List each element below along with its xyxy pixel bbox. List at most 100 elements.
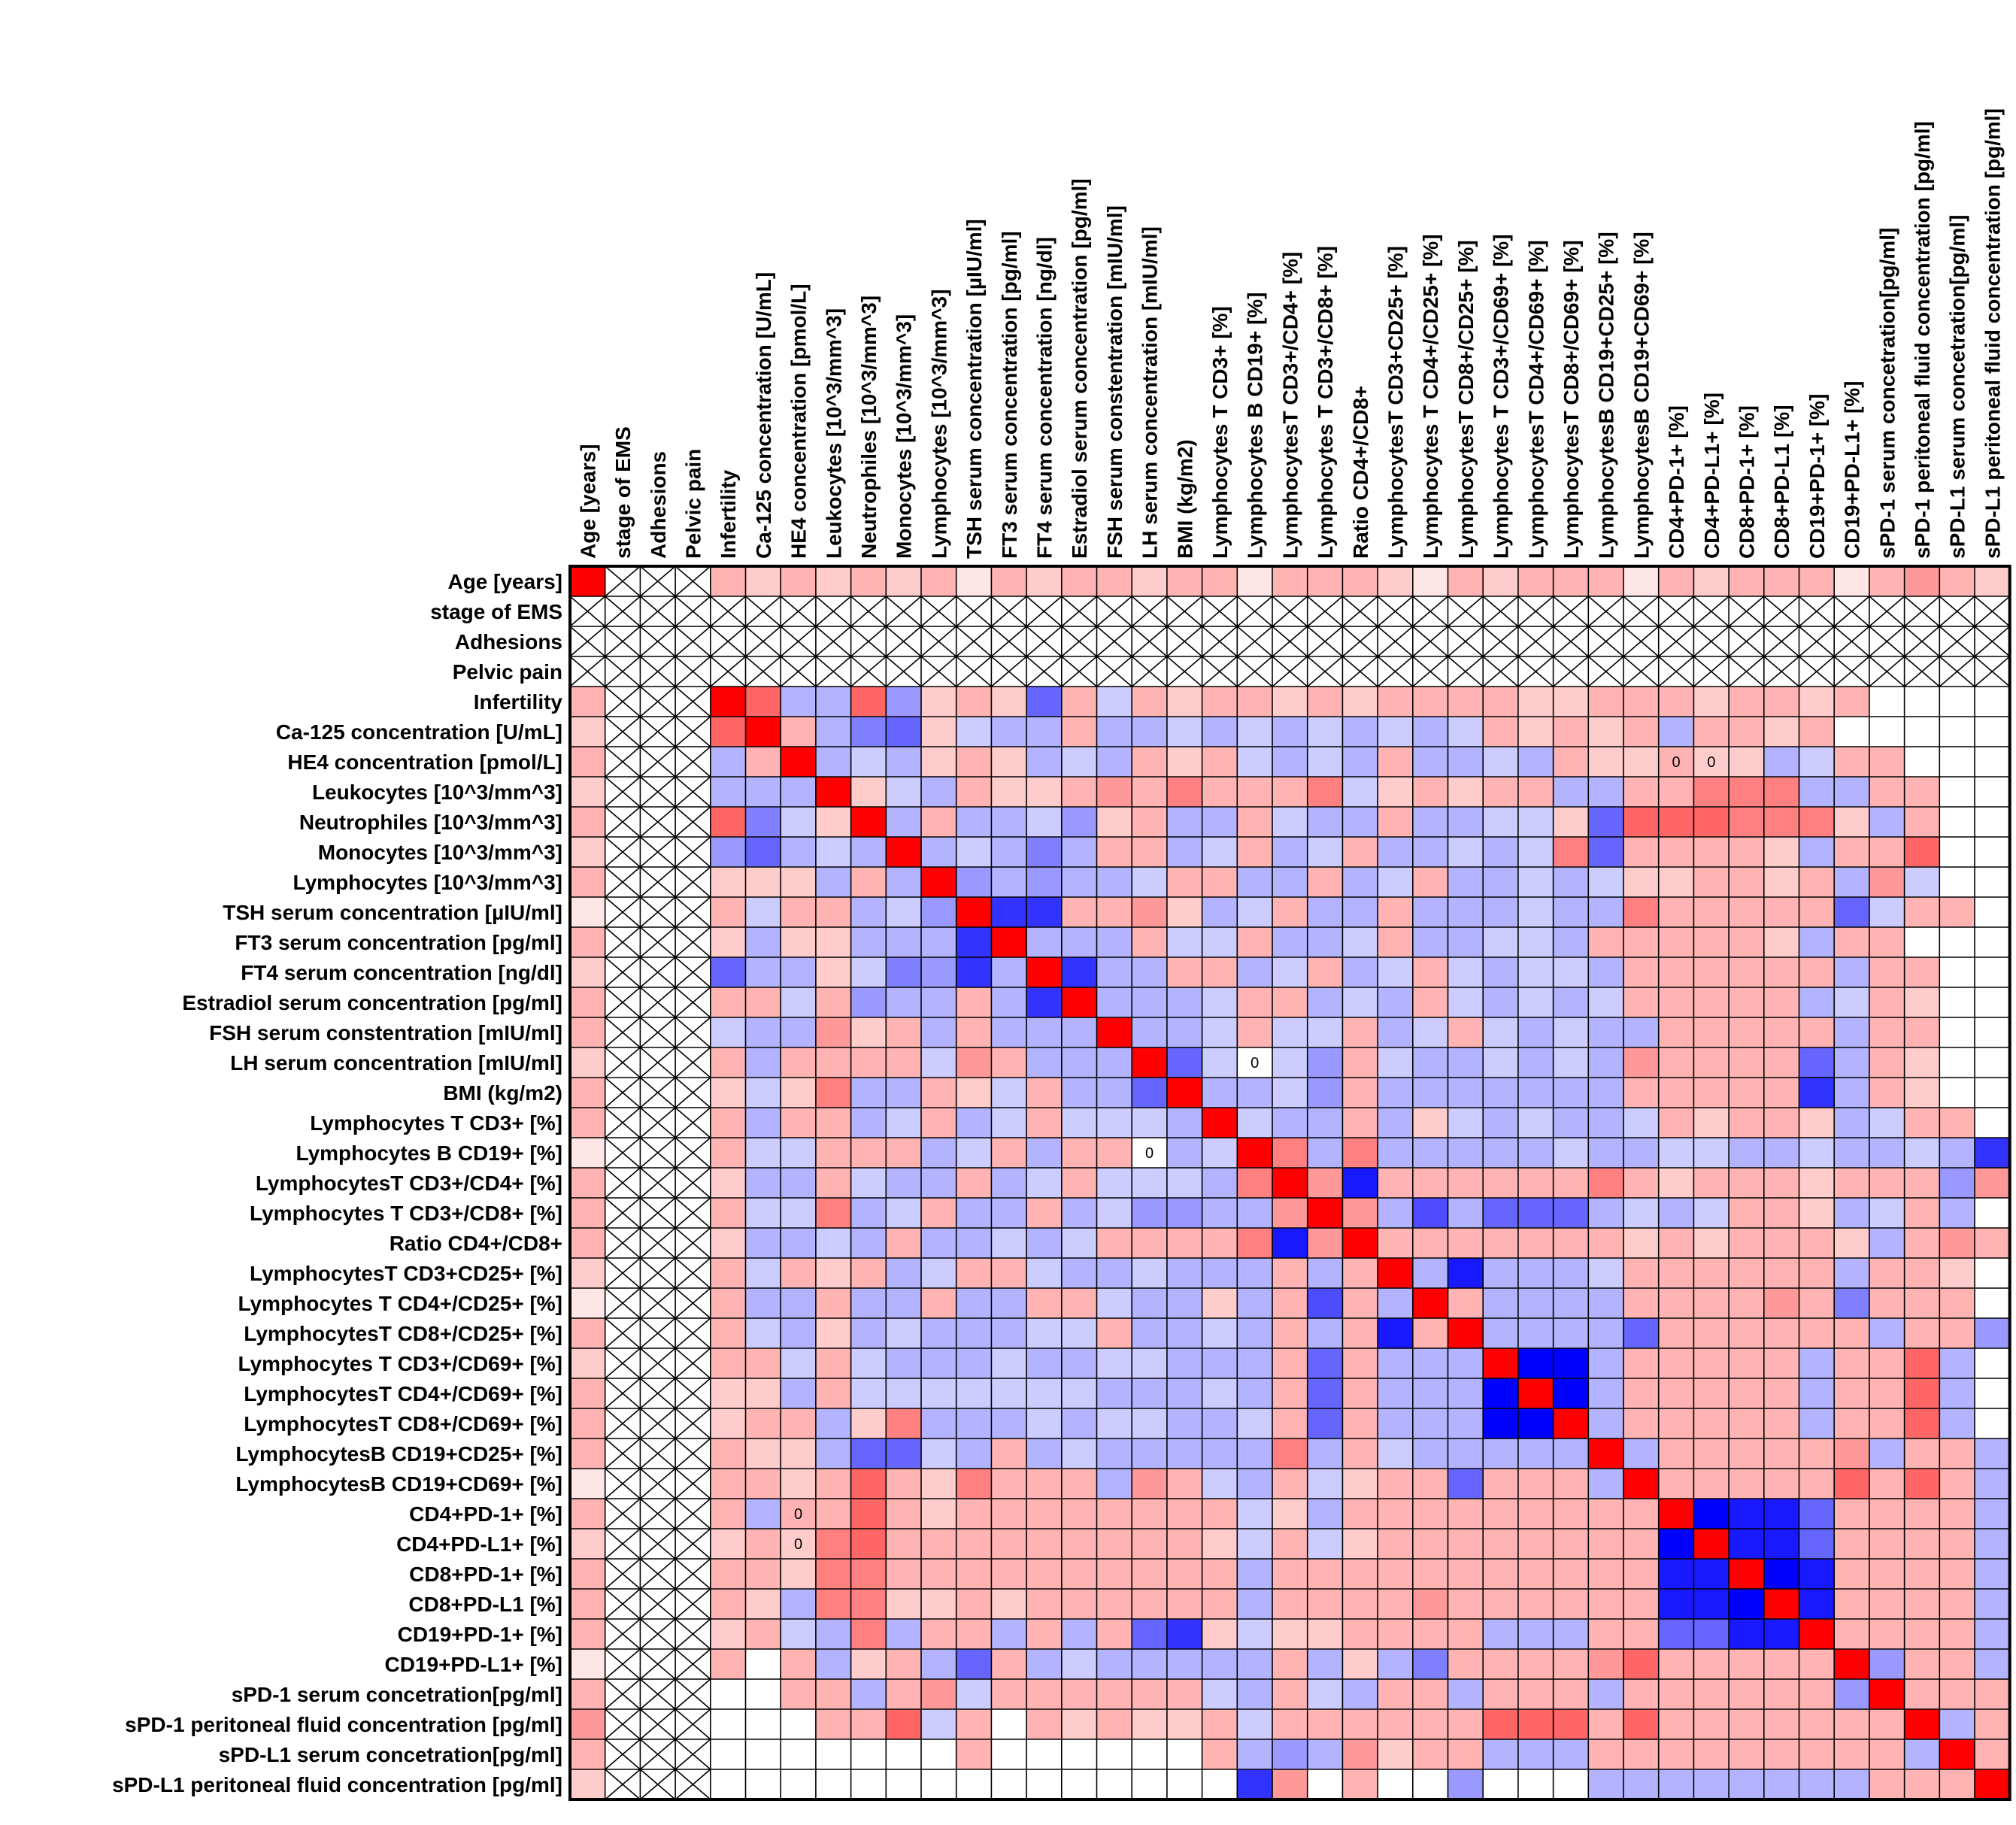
- heatmap-cell: [815, 1258, 851, 1288]
- heatmap-cell: [1202, 837, 1238, 867]
- heatmap-cell: [921, 1408, 956, 1438]
- heatmap-cell: [1342, 566, 1378, 596]
- heatmap-cell: [710, 897, 746, 927]
- heatmap-cell: [991, 1378, 1027, 1408]
- heatmap-cell: [956, 1408, 992, 1438]
- heatmap-cell: [1869, 777, 1905, 807]
- heatmap-cell: [815, 1408, 851, 1438]
- heatmap-cell: [1342, 1108, 1378, 1138]
- heatmap-cell: [1448, 1198, 1484, 1228]
- heatmap-cell: [745, 1529, 781, 1559]
- heatmap-cell: [991, 957, 1027, 987]
- heatmap-cell: [1378, 1108, 1413, 1138]
- heatmap-cell: [921, 687, 956, 717]
- column-label: Pelvic pain: [681, 449, 705, 559]
- heatmap-cell: [1623, 1318, 1659, 1348]
- heatmap-cell: [745, 1589, 781, 1619]
- heatmap-cell: [745, 777, 781, 807]
- heatmap-cell: [1132, 1047, 1167, 1078]
- heatmap-cell: [570, 1408, 605, 1438]
- heatmap-cell: [1588, 897, 1623, 927]
- heatmap-cell: [710, 1679, 746, 1709]
- heatmap-cell: [1448, 1649, 1484, 1679]
- zero-value-label: 0: [1672, 754, 1680, 771]
- row-label: LymphocytesB CD19+CD25+ [%]: [235, 1442, 562, 1466]
- heatmap-cell: [1553, 1318, 1589, 1348]
- heatmap-cell: [1483, 1348, 1518, 1378]
- heatmap-cell: [1307, 807, 1343, 837]
- heatmap-cell: [781, 1408, 816, 1438]
- heatmap-cell: [1378, 837, 1413, 867]
- heatmap-cell: [815, 837, 851, 867]
- heatmap-cell: [1553, 1559, 1589, 1589]
- heatmap-cell: [1729, 837, 1764, 867]
- column-labels: Age [years] stage of EMS Adhesions Pelvic p…: [576, 108, 2004, 559]
- not-computed-cross: [639, 1468, 676, 1499]
- heatmap-cell: [1448, 1739, 1484, 1769]
- heatmap-cell: [710, 1318, 746, 1348]
- heatmap-cell: [1588, 1499, 1623, 1529]
- heatmap-cell: [1834, 1559, 1869, 1589]
- heatmap-cell: [1483, 1649, 1518, 1679]
- heatmap-cell: [1026, 1198, 1062, 1228]
- heatmap-cell: [1869, 807, 1905, 837]
- heatmap-cell: [1412, 1047, 1448, 1078]
- heatmap-cell: [745, 1288, 781, 1318]
- heatmap-cell: [710, 1408, 746, 1438]
- column-label: CD8+PD-L1 [%]: [1770, 405, 1793, 559]
- heatmap-cell: [570, 1438, 605, 1469]
- heatmap-cell: [1483, 1739, 1518, 1769]
- heatmap-cell: [1975, 957, 2010, 987]
- heatmap-cell: [1448, 1348, 1484, 1378]
- heatmap-cell: [1237, 1649, 1272, 1679]
- heatmap-cell: [1975, 1529, 2010, 1559]
- heatmap-cell: [1237, 566, 1272, 596]
- heatmap-cell: [1834, 837, 1869, 867]
- heatmap-cell: [1729, 1469, 1764, 1499]
- heatmap-cell: [1096, 1138, 1132, 1168]
- not-computed-cross: [920, 626, 957, 657]
- not-computed-cross: [1236, 626, 1273, 657]
- not-computed-cross: [639, 1769, 676, 1800]
- heatmap-cell: [886, 1138, 921, 1168]
- heatmap-cell: [1026, 777, 1062, 807]
- heatmap-cell: [1202, 1739, 1238, 1769]
- heatmap-cell: [1202, 1529, 1238, 1559]
- heatmap-cell: [956, 1649, 992, 1679]
- heatmap-cell: [1623, 1438, 1659, 1469]
- heatmap-cell: [1588, 1228, 1623, 1258]
- heatmap-cell: [1799, 1318, 1835, 1348]
- heatmap-cell: [1237, 777, 1272, 807]
- heatmap-cell: [570, 1047, 605, 1078]
- heatmap-cell: [1799, 1469, 1835, 1499]
- heatmap-cell: [1026, 1679, 1062, 1709]
- heatmap-cell: [1342, 747, 1378, 777]
- heatmap-cell: [1869, 987, 1905, 1017]
- heatmap-cell: [1342, 1709, 1378, 1739]
- heatmap-cell: [850, 1047, 887, 1078]
- not-computed-cross: [1166, 596, 1203, 627]
- heatmap-cell: [1096, 927, 1132, 957]
- not-computed-cross: [1763, 656, 1800, 687]
- heatmap-cell: [886, 1679, 921, 1709]
- heatmap-cell: [991, 1679, 1027, 1709]
- row-label: sPD-L1 serum concetration[pg/ml]: [219, 1743, 562, 1766]
- heatmap-cell: [1588, 747, 1623, 777]
- heatmap-cell: [815, 777, 851, 807]
- not-computed-cross: [1553, 596, 1589, 627]
- heatmap-cell: [1483, 1198, 1518, 1228]
- not-computed-cross: [675, 1468, 711, 1499]
- heatmap-cell: [1026, 1589, 1062, 1619]
- heatmap-cell: [1553, 867, 1589, 897]
- heatmap-cell: [1412, 1589, 1448, 1619]
- heatmap-cell: [1869, 687, 1905, 717]
- not-computed-cross: [639, 1348, 676, 1379]
- heatmap-cell: [1342, 957, 1378, 987]
- heatmap-cell: [570, 1589, 605, 1619]
- heatmap-cell: [1272, 777, 1308, 807]
- heatmap-cell: [1975, 1739, 2010, 1769]
- heatmap-cell: [1202, 807, 1238, 837]
- heatmap-cell: [1378, 1047, 1413, 1078]
- heatmap-cell: [1623, 1679, 1659, 1709]
- heatmap-cell: [850, 1438, 887, 1469]
